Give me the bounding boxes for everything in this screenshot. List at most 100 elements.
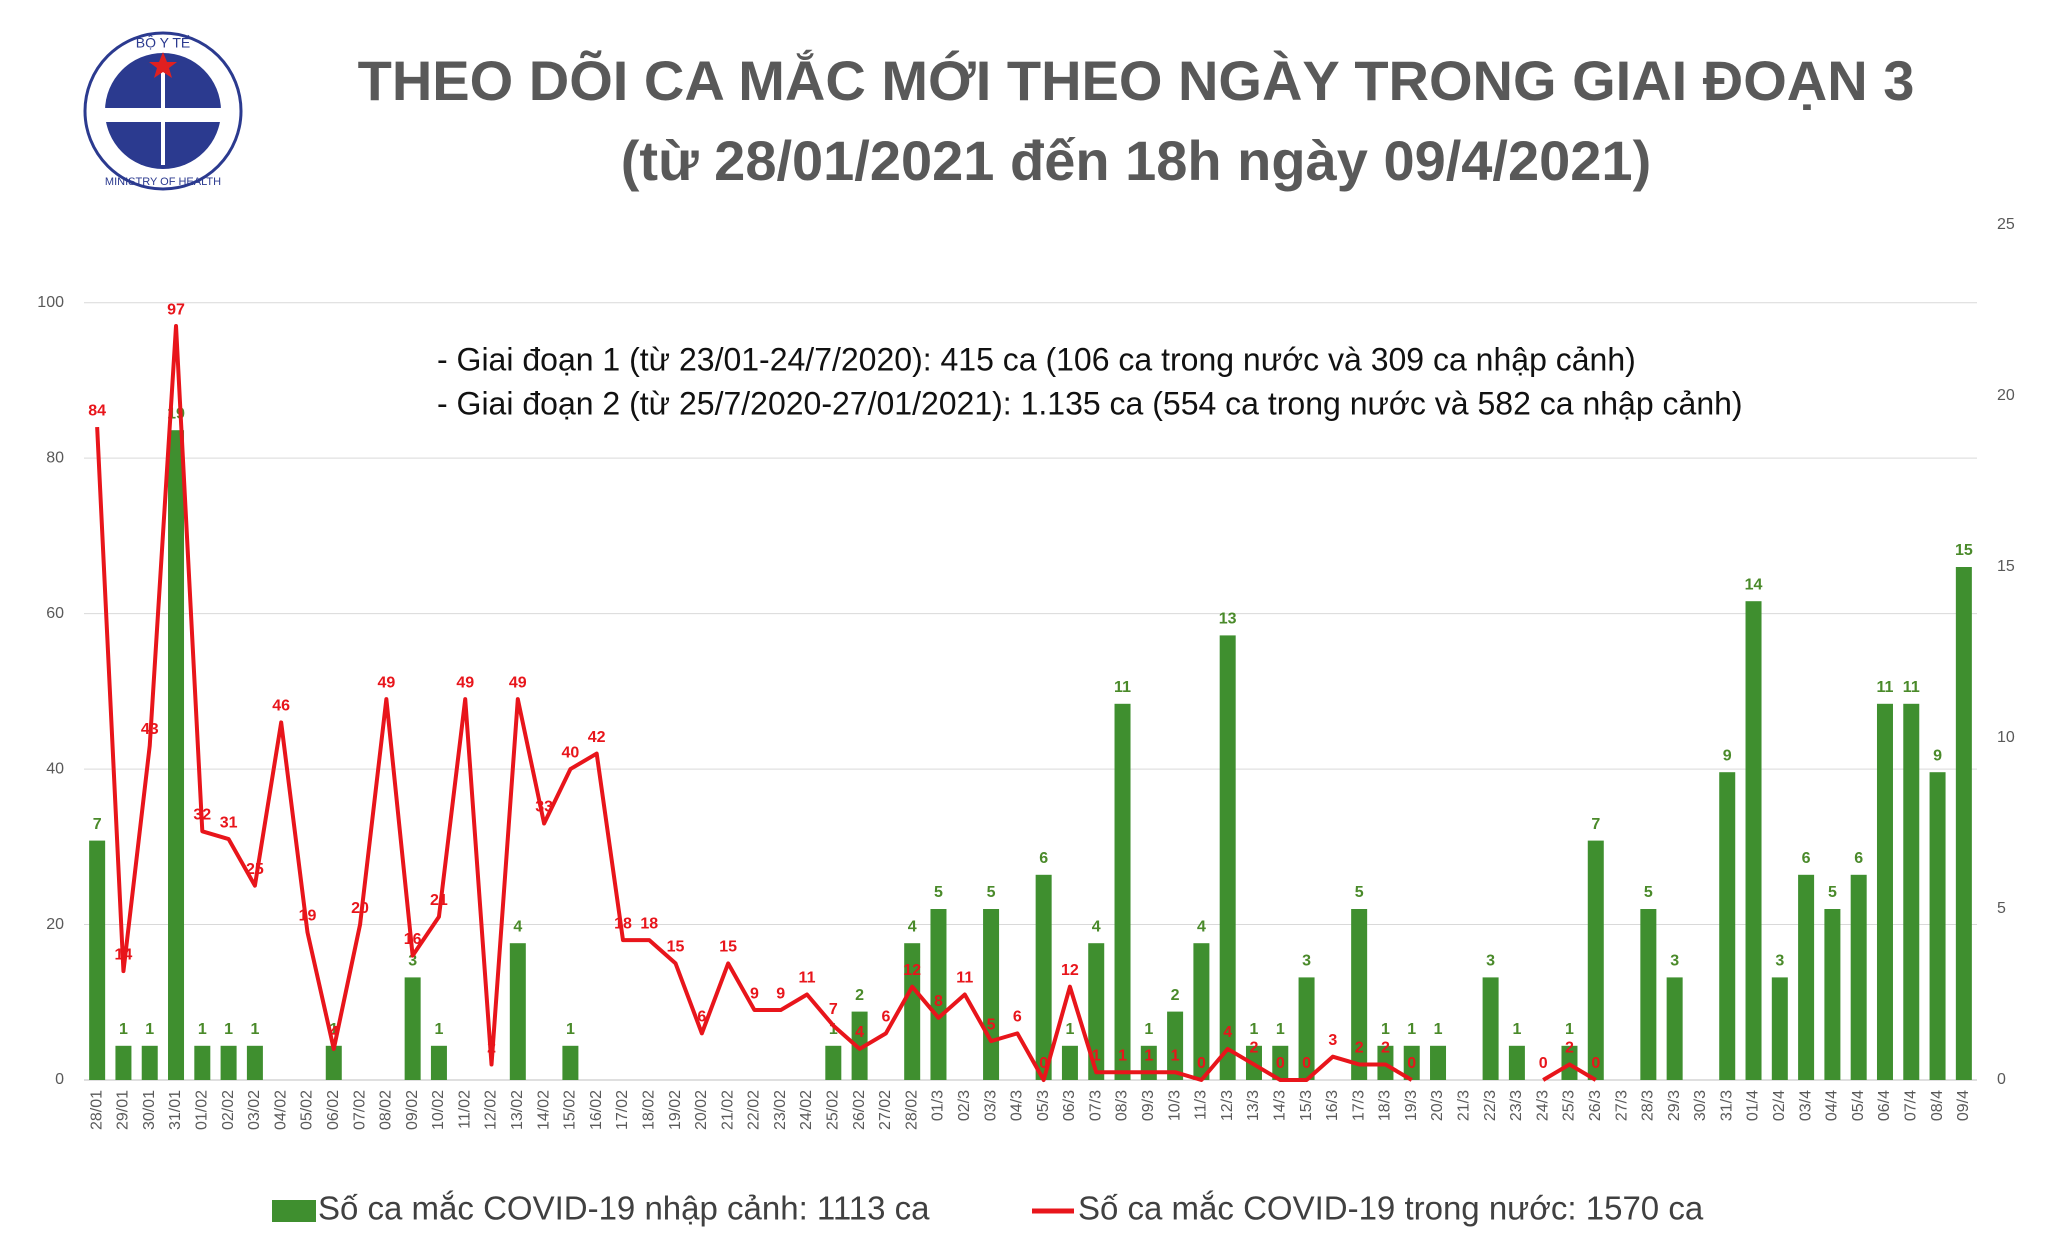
bar (1298, 977, 1315, 1080)
bar-value-label: 1 (198, 1021, 207, 1038)
line-value-label: 2 (487, 1040, 496, 1057)
legend-label: Số ca mắc COVID-19 nhập cảnh: 1113 ca (318, 1190, 930, 1227)
x-tick-label: 22/02 (746, 1090, 763, 1130)
line-value-label: 8 (934, 993, 943, 1010)
bar (1745, 601, 1762, 1080)
x-tick-label: 29/3 (1666, 1090, 1683, 1121)
x-tick-label: 04/4 (1824, 1090, 1841, 1121)
x-tick-label: 25/3 (1561, 1090, 1578, 1121)
x-tick-label: 31/01 (167, 1090, 184, 1130)
x-tick-label: 11/02 (456, 1090, 473, 1129)
line-value-label: 2 (1250, 1040, 1259, 1057)
bar-value-label: 11 (1903, 679, 1920, 696)
line (95, 324, 1413, 1082)
x-tick-label: 23/02 (772, 1090, 789, 1130)
line-value-label: 15 (667, 939, 685, 956)
bar-value-label: 4 (513, 918, 522, 935)
x-tick-label: 09/3 (1140, 1090, 1157, 1121)
y2-tick-label: 5 (1997, 900, 2006, 917)
bar (1903, 703, 1920, 1080)
bar-value-label: 14 (1745, 576, 1763, 593)
bar-value-label: 1 (224, 1021, 233, 1038)
bar-value-label: 6 (1854, 850, 1863, 867)
line-value-label: 31 (220, 814, 238, 831)
bar-value-label: 2 (855, 987, 864, 1004)
line-value-label: 0 (1276, 1055, 1285, 1072)
bar (1167, 1011, 1184, 1080)
legend-swatch (272, 1200, 316, 1222)
bar (1771, 977, 1788, 1080)
x-tick-label: 23/3 (1508, 1090, 1525, 1121)
line-value-label: 4 (1223, 1024, 1232, 1041)
line-value-label: 18 (640, 915, 658, 932)
bar (851, 1011, 868, 1080)
bar (325, 1045, 342, 1080)
line-value-label: 0 (1407, 1055, 1416, 1072)
x-tick-label: 07/3 (1087, 1090, 1104, 1121)
x-tick-label: 13/02 (509, 1090, 526, 1130)
x-tick-label: 16/02 (588, 1090, 605, 1130)
bar (1508, 1045, 1525, 1080)
bar (1482, 977, 1499, 1080)
line-value-label: 0 (1591, 1055, 1600, 1072)
bar (1061, 1045, 1078, 1080)
x-tick-label: 21/02 (719, 1090, 736, 1130)
x-tick-label: 03/4 (1797, 1090, 1814, 1121)
x-tick-label: 16/3 (1324, 1090, 1341, 1121)
bar (1587, 840, 1604, 1080)
y-tick-label: 60 (46, 605, 64, 622)
line-value-label: 15 (719, 939, 737, 956)
line-value-label: 20 (351, 900, 369, 917)
bar (1219, 635, 1236, 1080)
line-value-label: 2 (1355, 1040, 1364, 1057)
bar (194, 1045, 211, 1080)
x-tick-label: 12/3 (1219, 1090, 1236, 1121)
line-value-label: 5 (987, 1016, 996, 1033)
line-value-label: 84 (88, 402, 106, 419)
x-tick-label: 13/3 (1245, 1090, 1262, 1121)
chart-title: THEO DÕI CA MẮC MỚI THEO NGÀY TRONG GIAI… (358, 49, 1915, 112)
logo-top: BỘ Y TẾ (136, 35, 190, 51)
line-value-label: 12 (1061, 962, 1079, 979)
bar-value-label: 1 (1065, 1021, 1074, 1038)
x-tick-label: 28/01 (88, 1090, 105, 1130)
y-tick-label: 80 (46, 449, 64, 466)
y2-tick-label: 20 (1997, 387, 2015, 404)
bar-value-label: 4 (908, 918, 917, 935)
line-value-label: 7 (829, 1001, 838, 1018)
line-value-label: 97 (167, 301, 185, 318)
line-value-label: 3 (1328, 1032, 1337, 1049)
x-tick-label: 14/3 (1271, 1090, 1288, 1121)
bar (562, 1045, 579, 1080)
line-value-label: 2 (1565, 1040, 1574, 1057)
bar (1640, 909, 1657, 1080)
x-tick-label: 21/3 (1456, 1090, 1473, 1121)
bar (1351, 909, 1368, 1080)
line-value-label: 2 (1381, 1040, 1390, 1057)
logo: BỘ Y TẾ MINISTRY OF HEALTH (83, 31, 243, 191)
x-tick-label: 30/3 (1692, 1090, 1709, 1121)
bar (1850, 874, 1867, 1080)
bar-value-label: 5 (1644, 884, 1653, 901)
bar (430, 1045, 447, 1080)
x-tick-label: 01/02 (194, 1090, 211, 1130)
x-tick-label: 19/02 (667, 1090, 684, 1130)
x-tick-label: 27/02 (877, 1090, 894, 1130)
bar (89, 840, 106, 1080)
line-value-label: 9 (776, 985, 785, 1002)
line-value-label: 43 (141, 721, 159, 738)
line-value-label: 11 (956, 970, 973, 987)
bar (1876, 703, 1893, 1080)
x-tick-label: 31/3 (1718, 1090, 1735, 1121)
x-tick-label: 24/3 (1534, 1090, 1551, 1121)
x-tick-label: 15/3 (1298, 1090, 1315, 1121)
logo-star (149, 52, 177, 78)
bar (1035, 874, 1052, 1080)
line-value-label: 0 (1197, 1055, 1206, 1072)
bar-value-label: 1 (829, 1021, 838, 1038)
x-tick-label: 17/3 (1350, 1090, 1367, 1121)
line-value-label: 4 (329, 1024, 338, 1041)
bar-value-label: 13 (1219, 611, 1237, 628)
line-value-label: 11 (799, 970, 816, 987)
